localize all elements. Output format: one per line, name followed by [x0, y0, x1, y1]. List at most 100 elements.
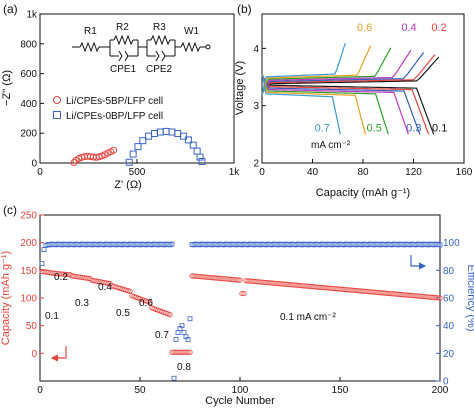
legend-label-0bp: Li/CPEs-0BP/LFP cell [66, 111, 163, 122]
capacity-point [435, 295, 441, 301]
capacity-point [85, 275, 91, 281]
panel-c-ytick-label: 250 [20, 211, 37, 222]
nyquist-point-5bp [70, 159, 78, 167]
charge-curve-0.2 [261, 54, 436, 95]
capacity-point [185, 349, 191, 355]
panel-a: (a) Z' (Ω) −Z'' (Ω) 0 500 1k 0 200 400 600 800 1… [1, 2, 240, 191]
charge-curve-0.3 [261, 52, 425, 95]
circuit-label-cpe2: CPE2 [146, 64, 173, 75]
panel-b-xtick-label: 120 [405, 167, 422, 178]
capacity-point [235, 277, 241, 283]
efficiency-axis-arrow [410, 255, 427, 270]
rate-label-0.5: 0.5 [116, 308, 130, 319]
panel-b-xtick-label: 160 [456, 167, 473, 178]
circuit-label-r3: R3 [153, 22, 166, 33]
nyquist-point-0bp [134, 143, 142, 151]
circuit-label-r2: R2 [116, 22, 129, 33]
efficiency-point [181, 330, 187, 335]
capacity-axis-arrow [50, 346, 67, 362]
cpe1-symbol [124, 55, 129, 62]
panel-c-xtick-label: 150 [332, 385, 349, 396]
charge-curve-0.4 [261, 49, 412, 95]
panel-a-ytick-label: 200 [20, 129, 37, 140]
charge-curve-0.1 [261, 56, 440, 95]
panel-b-ticks: 0 40 80 120 160 2 3 4 [253, 44, 472, 178]
capacity-point [241, 290, 247, 297]
rate-label-0.6: 0.6 [139, 298, 153, 309]
rate-label-0.3: 0.3 [406, 122, 421, 134]
panel-a-ytick-label: 400 [20, 99, 37, 110]
cpe2-symbol [155, 55, 160, 62]
discharge-curve-0.4 [261, 73, 409, 135]
panel-a-xtick-label: 0 [37, 167, 43, 178]
panel-b-data: 0.1 0.2 0.3 0.4 0.5 0.6 0.7 [261, 22, 447, 135]
panel-c: (c) Cycle Number Capacity (mAh g⁻¹) Effi… [0, 203, 474, 407]
cpe2-symbol [161, 50, 166, 57]
panel-b-xlabel: Capacity (mAh g⁻¹) [316, 187, 410, 199]
panel-a-ytick-label: 800 [20, 39, 37, 50]
efficiency-point [39, 261, 45, 266]
panel-b-unit-label: mA cm⁻² [311, 140, 351, 151]
resistor-r2 [113, 34, 134, 46]
panel-b-xtick-label: 80 [357, 167, 369, 178]
rate-label-0.4: 0.4 [401, 22, 416, 34]
panel-c-y2tick-label: 60 [443, 294, 455, 305]
legend-marker-0bp [53, 111, 61, 119]
panel-b-xtick-label: 40 [307, 167, 319, 178]
panel-c-ytick-label: 100 [20, 294, 37, 305]
panel-a-ticks: 0 500 1k 0 200 400 600 800 1k [20, 10, 240, 179]
discharge-curve-0.6 [261, 74, 367, 135]
panel-c-ytick-label: 150 [20, 266, 37, 277]
panel-a-xtick-label: 1k [229, 167, 241, 178]
charge-curve-0.7 [261, 43, 346, 95]
panel-c-ytick-label: 0 [31, 349, 37, 360]
discharge-curve-0.3 [261, 73, 421, 135]
legend-marker-5bp [53, 96, 61, 104]
panel-c-xtick-label: 100 [232, 385, 249, 396]
panel-c-label: (c) [3, 203, 17, 217]
panel-c-frame [39, 214, 441, 382]
rate-label-0.8: 0.8 [177, 362, 191, 373]
rate-label-0.7: 0.7 [155, 330, 169, 341]
rate-label-0.1-initial: 0.1 [45, 311, 59, 322]
panel-a-data [70, 127, 206, 167]
nyquist-point-0bp [125, 158, 133, 166]
discharge-curve-0.2 [261, 73, 430, 135]
capacity-point [127, 288, 133, 294]
legend-label-5bp: Li/CPEs-5BP/LFP cell [66, 96, 163, 107]
rate-label-0.4: 0.4 [98, 282, 112, 293]
capacity-point [105, 280, 111, 286]
circuit-label-w1: W1 [184, 26, 199, 37]
panel-b-ytick-label: 3 [253, 101, 259, 112]
panel-b-ytick-label: 2 [253, 159, 259, 170]
panel-c-xtick-label: 0 [37, 385, 43, 396]
panel-a-ytick-label: 600 [20, 69, 37, 80]
efficiency-point [173, 337, 179, 342]
efficiency-point [169, 241, 175, 247]
efficiency-point [175, 330, 181, 335]
nyquist-point-0bp [174, 129, 182, 137]
panel-c-ytick-label: 50 [26, 321, 38, 332]
resistor-r1 [79, 41, 100, 53]
panel-c-y2label: Efficiency (%) [465, 264, 474, 331]
panel-b-label: (b) [237, 2, 252, 16]
rate-label-0.6: 0.6 [357, 22, 372, 34]
panel-c-y2tick-label: 40 [443, 321, 455, 332]
circuit-label-cpe1: CPE1 [110, 64, 137, 75]
capacity-point [147, 299, 153, 306]
nyquist-point-5bp [110, 146, 118, 154]
panel-a-frame [39, 13, 235, 164]
rate-label-0.1: 0.1 [432, 122, 447, 134]
panel-c-data [39, 241, 443, 381]
capacity-point [167, 311, 173, 318]
nyquist-point-0bp [184, 136, 192, 144]
panel-a-xtick-label: 500 [129, 167, 146, 178]
efficiency-point [187, 316, 193, 322]
nyquist-point-0bp [145, 132, 153, 140]
rate-label-0.5: 0.5 [367, 122, 382, 134]
panel-b-ytick-label: 4 [253, 44, 259, 55]
panel-c-xlabel: Cycle Number [205, 395, 275, 407]
efficiency-point [171, 375, 177, 381]
panel-c-y2tick-label: 100 [443, 238, 460, 249]
